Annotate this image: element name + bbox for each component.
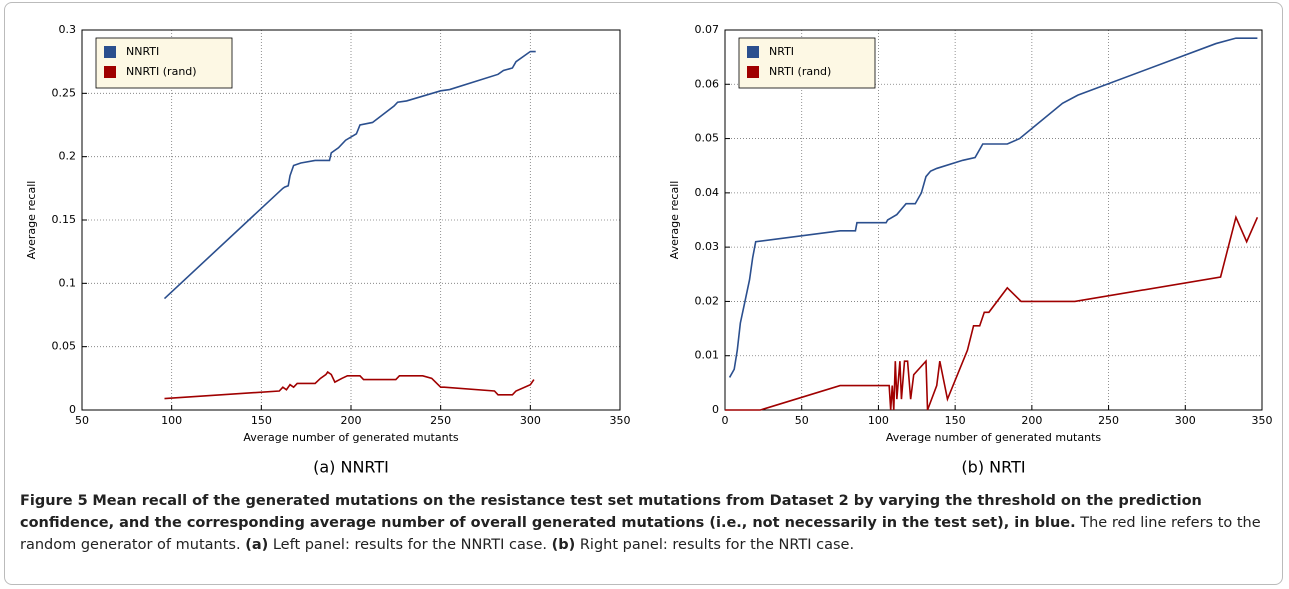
y-tick-label: 0.01 [695, 349, 720, 362]
charts: 0 0.05 0.1 0.15 0.2 0.25 0.3 50 100 150 200 250 300 3… [25, 23, 1273, 477]
series-line [728, 37, 1258, 378]
x-axis-label: Average number of generated mutants [243, 431, 459, 444]
figure-frame [4, 2, 1283, 585]
x-tick-label: 200 [341, 414, 362, 427]
chart-caption: (b) NRTI [961, 458, 1025, 477]
y-tick-label: 0.1 [59, 276, 77, 289]
y-tick-label: 0.03 [695, 240, 720, 253]
y-tick-label: 0.05 [52, 340, 77, 353]
y-axis-label: Average recall [668, 181, 681, 260]
legend-label: NNRTI [126, 45, 159, 58]
x-tick-label: 250 [430, 414, 451, 427]
caption-body: The red line refers to the random genera… [20, 515, 1261, 553]
y-tick-label: 0.06 [695, 77, 720, 90]
legend-swatch [104, 46, 116, 58]
legend-box [95, 37, 233, 89]
series-line [725, 214, 1259, 411]
y-tick-label: 0.3 [59, 23, 77, 36]
y-tick-label: 0.15 [52, 213, 77, 226]
legend-swatch [747, 46, 759, 58]
plot-area [725, 30, 1262, 410]
x-tick-label: 200 [1021, 414, 1042, 427]
x-tick-label: 350 [1252, 414, 1273, 427]
figure-caption: Figure 5 Mean recall of the generated mu… [20, 490, 1270, 556]
x-tick-label: 150 [945, 414, 966, 427]
legend-swatch [747, 66, 759, 78]
plot-frame [724, 29, 1263, 411]
plot-frame [81, 29, 621, 411]
y-tick-label: 0.07 [695, 23, 720, 36]
x-tick-label: 100 [868, 414, 889, 427]
y-tick-label: 0.05 [695, 132, 720, 145]
caption-b-text: Right panel: results for the NRTI case. [579, 537, 855, 553]
x-axis-label: Average number of generated mutants [886, 431, 1102, 444]
x-tick-label: 350 [610, 414, 631, 427]
y-axis-label: Average recall [25, 181, 38, 260]
caption-b-label: (b) [551, 537, 576, 553]
series-line [163, 50, 536, 300]
series-line [164, 370, 535, 400]
legend-box [738, 37, 876, 89]
caption-a-label: (a) [245, 537, 269, 553]
y-tick-label: 0.04 [695, 186, 720, 199]
caption-title: Mean recall of the generated mutations o… [20, 493, 1202, 531]
x-tick-label: 300 [520, 414, 541, 427]
x-tick-label: 50 [795, 414, 809, 427]
x-tick-label: 150 [251, 414, 272, 427]
y-tick-label: 0 [712, 403, 719, 416]
y-tick-label: 0.02 [695, 294, 720, 307]
caption-label: Figure 5 [20, 493, 88, 509]
x-tick-label: 250 [1098, 414, 1119, 427]
caption-a-text: Left panel: results for the NNRTI case. [272, 537, 547, 553]
legend-label: NRTI (rand) [769, 65, 831, 78]
y-tick-label: 0.25 [52, 86, 77, 99]
chart-caption: (a) NNRTI [313, 458, 389, 477]
legend-label: NRTI [769, 45, 794, 58]
y-tick-label: 0 [69, 403, 76, 416]
x-tick-label: 0 [722, 414, 729, 427]
legend-label: NNRTI (rand) [126, 65, 197, 78]
x-tick-label: 50 [75, 414, 89, 427]
x-tick-label: 100 [161, 414, 182, 427]
legend-swatch [104, 66, 116, 78]
y-tick-label: 0.2 [59, 150, 77, 163]
x-tick-label: 300 [1175, 414, 1196, 427]
